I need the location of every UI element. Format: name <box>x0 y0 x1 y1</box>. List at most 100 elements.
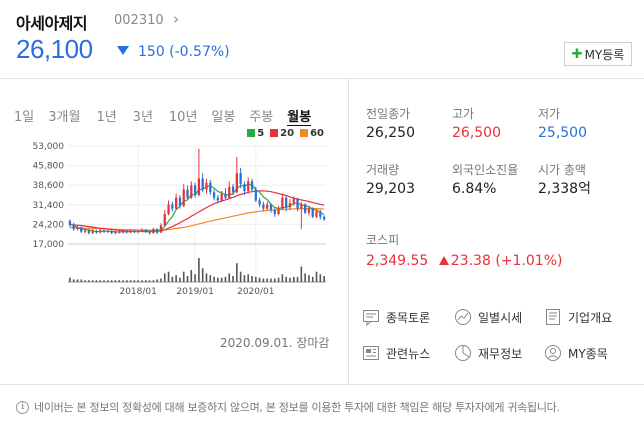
candle-body <box>322 216 326 220</box>
volume-bar <box>91 280 94 282</box>
volume-bar <box>126 280 128 282</box>
my-register-button[interactable]: ✚ MY등록 <box>564 42 632 66</box>
volume-bar <box>262 278 265 282</box>
candle-body <box>125 230 128 233</box>
tab-6[interactable]: 주봉 <box>249 110 274 125</box>
volume-bar <box>194 274 196 282</box>
tab-0[interactable]: 1일 <box>14 110 35 125</box>
volume-bar <box>311 276 314 282</box>
chevron-right-icon[interactable]: › <box>173 10 179 28</box>
candle-body <box>80 227 83 232</box>
my-register-label: MY등록 <box>584 47 625 62</box>
kospi-block[interactable]: 코스피 2,349.55 23.38 (+1.01%) <box>366 232 606 270</box>
volume-bar <box>137 280 139 282</box>
kospi-label: 코스피 <box>366 233 400 247</box>
link-pie[interactable]: 재무정보 <box>454 344 522 362</box>
legend-swatch <box>270 129 279 137</box>
tab-1[interactable]: 3개월 <box>48 110 81 125</box>
volume-bar <box>228 273 231 282</box>
candle-body <box>307 208 311 213</box>
candle-body <box>247 181 250 191</box>
stat-value: 29,203 <box>366 181 415 197</box>
stat-value: 26,250 <box>366 125 415 141</box>
x-tick-label: 2019/01 <box>176 287 213 297</box>
x-tick-label: 2018/01 <box>119 287 156 297</box>
link-document[interactable]: 기업개요 <box>544 308 612 326</box>
candle-body <box>285 197 288 208</box>
link-user[interactable]: MY종목 <box>544 344 608 362</box>
y-tick-label: 31,400 <box>33 201 65 211</box>
stock-header: 아세아제지 002310 › 26,100 150 (-0.57%) ✚ MY등… <box>16 8 636 68</box>
volume-bar <box>103 280 105 282</box>
candle-body <box>224 193 227 198</box>
volume-bar <box>141 280 143 282</box>
candle-body <box>288 203 292 208</box>
chat-icon <box>362 308 380 326</box>
candle-body <box>144 229 147 232</box>
candle-body <box>91 230 94 234</box>
stock-chart[interactable]: 5 20 60 53,000 45,800 38,600 31,400 24,200 17,0… <box>14 128 334 356</box>
candle-body <box>118 231 121 233</box>
legend-item-ma60: 60 <box>300 128 324 139</box>
tab-2[interactable]: 1년 <box>96 110 117 125</box>
stat-0: 전일종가 26,250 <box>366 106 456 142</box>
stat-2: 저가 25,500 <box>538 106 628 142</box>
candle-body <box>201 178 204 190</box>
volume-bar <box>292 276 295 282</box>
candle-body <box>216 197 220 201</box>
candle-body <box>129 230 132 233</box>
kospi-value: 2,349.55 <box>366 253 429 269</box>
link-label: 일별시세 <box>478 310 523 325</box>
tab-5[interactable]: 일봉 <box>211 110 236 125</box>
volume-bar <box>144 280 147 282</box>
candle-body <box>167 204 170 215</box>
candle-body <box>137 230 140 233</box>
candle-body <box>190 185 193 198</box>
chart-legend: 5 20 60 <box>247 128 324 139</box>
candle-body <box>243 184 246 191</box>
candle-body <box>235 173 238 193</box>
volume-bar <box>213 276 215 282</box>
candle-body <box>300 204 303 209</box>
volume-bar <box>72 279 75 282</box>
candle-body <box>102 230 106 232</box>
link-label: 재무정보 <box>478 346 523 361</box>
volume-bar <box>133 280 136 282</box>
stock-code[interactable]: 002310 <box>114 13 164 28</box>
volume-bar <box>308 275 310 282</box>
stock-name[interactable]: 아세아제지 <box>16 14 88 33</box>
volume-bar <box>95 280 98 282</box>
volume-bar <box>198 258 200 282</box>
tab-3[interactable]: 3년 <box>132 110 153 125</box>
document-icon <box>544 308 562 326</box>
tab-4[interactable]: 10년 <box>168 110 198 125</box>
candle-body <box>182 189 185 206</box>
candle-body <box>205 182 208 190</box>
volume-bar <box>175 275 177 282</box>
candle-body <box>76 227 79 230</box>
link-trend[interactable]: 일별시세 <box>454 308 522 326</box>
volume-bar <box>217 277 219 282</box>
volume-bar <box>118 280 121 282</box>
candle-body <box>99 230 102 233</box>
stat-value: 6.84% <box>452 181 497 197</box>
volume-bar <box>304 273 306 282</box>
candle-body <box>266 204 269 209</box>
tab-7[interactable]: 월봉 <box>287 106 312 126</box>
candle-body <box>292 199 295 204</box>
stat-3: 거래량 29,203 <box>366 162 456 198</box>
link-label: 종목토론 <box>386 310 431 325</box>
volume-bar <box>243 275 246 282</box>
candle-body <box>140 229 144 231</box>
volume-bar <box>156 279 158 282</box>
link-chat[interactable]: 종목토론 <box>362 308 430 326</box>
stat-label: 외국인소진율 <box>452 163 519 177</box>
volume-bar <box>323 276 325 282</box>
link-news[interactable]: 관련뉴스 <box>362 344 430 362</box>
candle-body <box>254 189 257 201</box>
stat-label: 시가 총액 <box>538 163 586 177</box>
volume-bar <box>205 273 208 282</box>
candle-body <box>186 189 189 198</box>
volume-bar <box>251 276 253 282</box>
legend-label: 5 <box>257 128 265 139</box>
